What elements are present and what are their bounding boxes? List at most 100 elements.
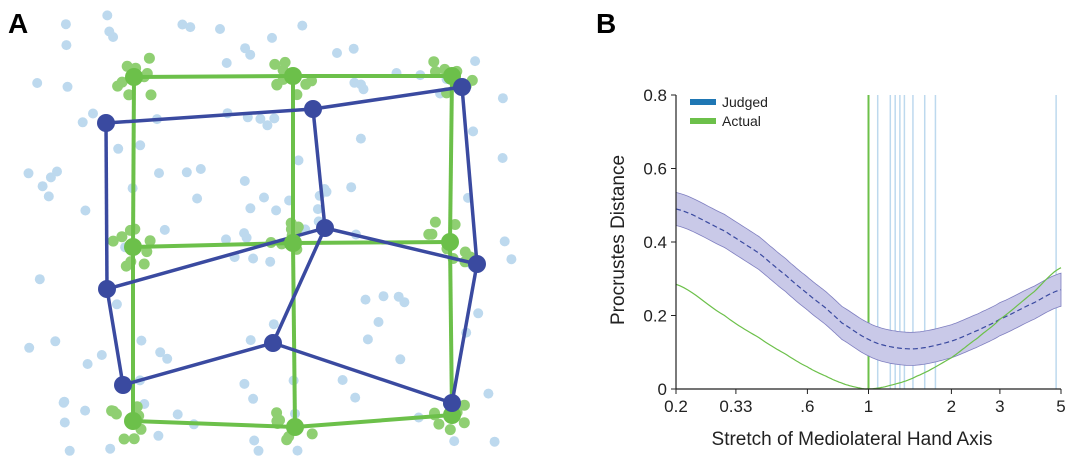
scatter-point-judged xyxy=(215,24,225,34)
scatter-point-actual xyxy=(128,433,140,445)
scatter-point-judged xyxy=(113,143,124,154)
scatter-point-judged xyxy=(192,193,203,204)
scatter-point-judged xyxy=(373,317,384,327)
panel-a-label: A xyxy=(8,8,29,39)
x-tick-label: 0.2 xyxy=(664,397,688,416)
grid-segment xyxy=(272,341,453,405)
scatter-point-judged xyxy=(348,43,359,54)
scatter-point-judged xyxy=(253,445,264,456)
grid-segment xyxy=(271,227,327,344)
scatter-point-judged xyxy=(239,378,250,389)
scatter-point-judged xyxy=(483,388,494,399)
judged-confidence-band xyxy=(675,191,1062,366)
panel-b-procrustes-chart: 00.20.40.60.80.2 0.33.6 1 2 3 5 JudgedActual … xyxy=(608,86,1065,450)
scatter-point-judged xyxy=(195,164,206,174)
scatter-point-judged xyxy=(346,182,357,193)
x-tick-label: 1 xyxy=(864,397,873,416)
scatter-point-actual xyxy=(459,246,471,258)
grid-segment xyxy=(122,341,274,387)
legend-swatch xyxy=(690,99,716,105)
scatter-point-judged xyxy=(265,256,276,267)
scatter-point-actual xyxy=(292,221,304,233)
grid-node-actual xyxy=(284,67,302,85)
legend-label: Judged xyxy=(722,94,768,110)
scatter-point-actual xyxy=(429,216,441,228)
scatter-point-judged xyxy=(59,417,70,428)
scatter-point-judged xyxy=(58,397,69,408)
scatter-point-actual xyxy=(423,228,435,240)
grid-node-judged xyxy=(97,114,115,132)
grid-segment xyxy=(131,76,136,248)
scatter-point-actual xyxy=(123,89,135,101)
scatter-point-judged xyxy=(96,350,107,360)
scatter-point-judged xyxy=(271,205,282,216)
scatter-point-judged xyxy=(349,77,360,88)
scatter-point-actual xyxy=(449,219,461,230)
grid-segment xyxy=(133,74,294,79)
scatter-point-judged xyxy=(497,93,508,104)
scatter-point-judged xyxy=(135,140,146,151)
scatter-point-judged xyxy=(355,133,366,144)
scatter-point-judged xyxy=(155,347,166,358)
scatter-point-judged xyxy=(245,335,256,346)
grid-segment xyxy=(132,419,296,429)
scatter-point-judged xyxy=(80,405,91,416)
scatter-point-actual xyxy=(269,58,281,70)
y-tick-label: 0.8 xyxy=(643,86,667,105)
panel-a-hand-grid-plot xyxy=(23,10,517,456)
scatter-point-judged xyxy=(262,120,273,131)
grid-segment xyxy=(294,413,453,429)
scatter-point-judged xyxy=(77,117,88,128)
scatter-point-judged xyxy=(360,294,371,305)
scatter-point-judged xyxy=(221,234,231,245)
scatter-point-actual xyxy=(444,424,456,436)
scatter-point-judged xyxy=(350,392,361,403)
x-tick-label: 0.33 xyxy=(719,397,752,416)
scatter-point-judged xyxy=(240,43,251,54)
scatter-point-judged xyxy=(34,274,45,285)
grid-segment xyxy=(105,107,314,125)
x-tick-label: .6 xyxy=(800,397,814,416)
scatter-point-judged xyxy=(64,445,75,456)
grid-node-judged xyxy=(443,394,461,412)
scatter-point-judged xyxy=(362,334,373,345)
scatter-point-judged xyxy=(61,40,72,51)
grid-segment xyxy=(311,108,327,229)
grid-segment xyxy=(312,85,463,111)
scatter-point-judged xyxy=(473,308,484,319)
scatter-point-judged xyxy=(395,354,406,365)
scatter-point-judged xyxy=(497,153,508,163)
grid-node-actual xyxy=(286,418,304,436)
y-tick-label: 0.6 xyxy=(643,160,667,179)
scatter-point-judged xyxy=(221,58,232,68)
axes: 00.20.40.60.80.2 0.33.6 1 2 3 5 xyxy=(643,86,1065,416)
scatter-point-judged xyxy=(337,375,348,385)
scatter-point-actual xyxy=(428,56,440,68)
scatter-point-judged xyxy=(80,205,91,216)
scatter-point-actual xyxy=(145,89,157,101)
y-tick-label: 0.4 xyxy=(643,233,667,252)
scatter-point-judged xyxy=(62,81,73,92)
scatter-point-judged xyxy=(105,443,116,454)
grid-node-actual xyxy=(124,238,142,256)
scatter-point-judged xyxy=(239,176,250,186)
scatter-point-judged xyxy=(499,236,510,247)
scatter-point-judged xyxy=(293,155,304,166)
legend: Judged Actual xyxy=(690,94,768,129)
scatter-point-judged xyxy=(162,353,173,364)
x-tick-label: 3 xyxy=(995,397,1004,416)
grid-segment xyxy=(105,288,125,386)
scatter-point-judged xyxy=(239,228,250,239)
scatter-point-judged xyxy=(24,342,35,353)
scatter-point-judged xyxy=(177,19,188,30)
scatter-point-judged xyxy=(292,445,303,456)
scatter-point-judged xyxy=(82,359,93,369)
scatter-point-judged xyxy=(506,254,517,265)
scatter-point-judged xyxy=(185,22,196,33)
grid-node-judged xyxy=(98,280,116,298)
x-tick-label: 5 xyxy=(1056,397,1065,416)
scatter-point-judged xyxy=(248,253,259,264)
grid-segment xyxy=(324,226,478,266)
scatter-point-actual xyxy=(107,235,119,247)
scatter-point-judged xyxy=(50,336,61,347)
